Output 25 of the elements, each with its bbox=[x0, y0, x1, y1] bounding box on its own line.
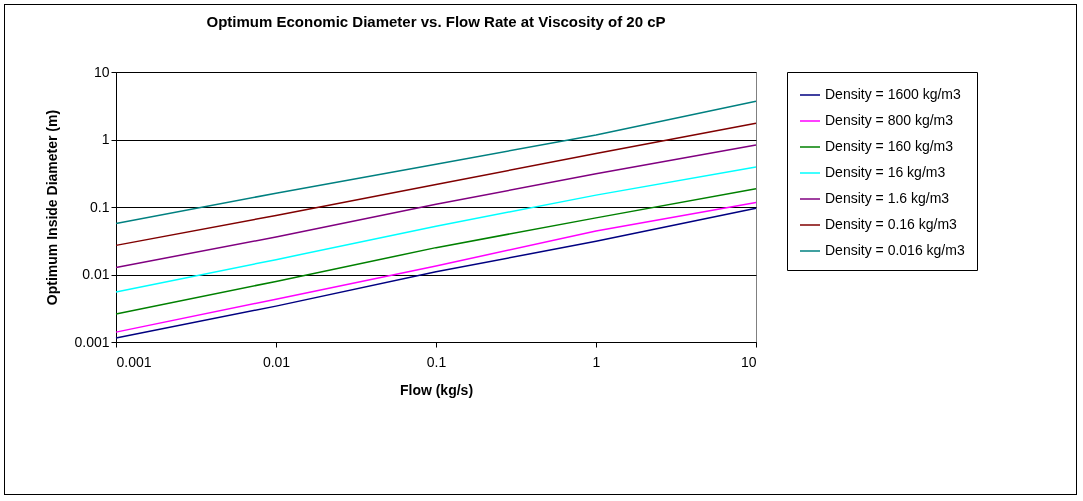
legend-label: Density = 16 kg/m3 bbox=[825, 164, 946, 180]
x-tick-label: 1 bbox=[592, 353, 601, 370]
line-series bbox=[115, 166, 757, 293]
y-tick-label: 1 bbox=[101, 131, 110, 147]
line-series bbox=[115, 144, 757, 269]
legend-label: Density = 1600 kg/m3 bbox=[825, 86, 962, 102]
x-axis-title: Flow (kg/s) bbox=[399, 381, 474, 398]
legend-label: Density = 1.6 kg/m3 bbox=[825, 190, 950, 206]
x-tick-label: 0.001 bbox=[116, 353, 152, 370]
legend-label: Density = 0.16 kg/m3 bbox=[825, 216, 958, 232]
x-tick-label: 10 bbox=[740, 353, 757, 370]
y-tick-label: 0.01 bbox=[82, 266, 110, 282]
y-tick-label: 0.1 bbox=[90, 198, 110, 215]
line-series bbox=[115, 100, 757, 225]
legend-label: Density = 0.016 kg/m3 bbox=[825, 242, 965, 258]
legend-label: Density = 160 kg/m3 bbox=[825, 138, 954, 154]
y-tick-label: 10 bbox=[93, 63, 110, 80]
line-series bbox=[115, 122, 757, 247]
chart-title: Optimum Economic Diameter vs. Flow Rate at Viscosity of 20 cP bbox=[206, 13, 666, 30]
legend-label: Density = 800 kg/m3 bbox=[825, 112, 954, 128]
y-tick-label: 0.001 bbox=[74, 333, 110, 350]
y-axis-title: Optimum Inside Diameter (m) bbox=[44, 109, 61, 306]
x-tick-label: 0.01 bbox=[262, 353, 291, 370]
line-series bbox=[115, 188, 757, 315]
x-tick-label: 0.1 bbox=[426, 353, 447, 370]
